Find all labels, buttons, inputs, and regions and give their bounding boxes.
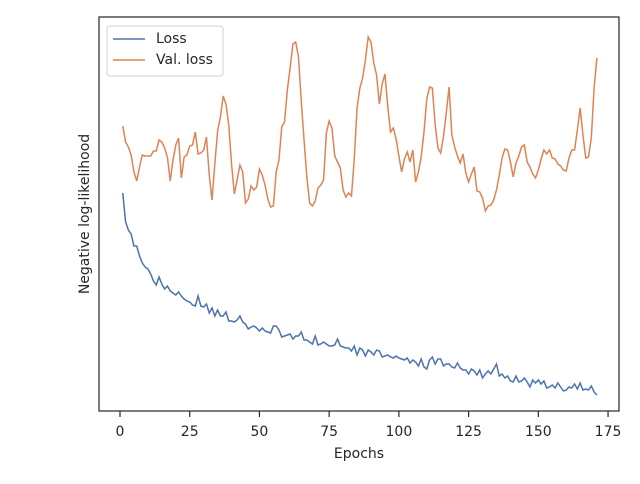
x-axis-label: Epochs (334, 446, 384, 462)
x-tick-label: 100 (386, 424, 413, 440)
data-line (122, 192, 598, 396)
legend-label: Val. loss (156, 52, 213, 68)
x-tick-label: 0 (116, 424, 125, 440)
legend-label: Loss (156, 31, 187, 47)
plot-frame (98, 16, 620, 412)
x-tick-label: 125 (455, 424, 482, 440)
x-tick-label: 25 (181, 424, 199, 440)
x-tick-label: 150 (525, 424, 552, 440)
y-axis-label: Negative log-likelihood (77, 134, 93, 294)
x-tick-label: 50 (251, 424, 269, 440)
x-tick-label: 175 (595, 424, 622, 440)
data-line (122, 34, 598, 214)
x-tick-label: 75 (320, 424, 338, 440)
